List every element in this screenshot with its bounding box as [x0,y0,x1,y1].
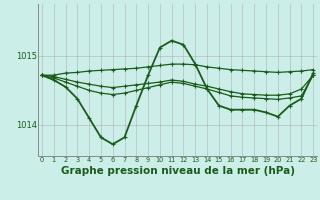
X-axis label: Graphe pression niveau de la mer (hPa): Graphe pression niveau de la mer (hPa) [60,166,295,176]
